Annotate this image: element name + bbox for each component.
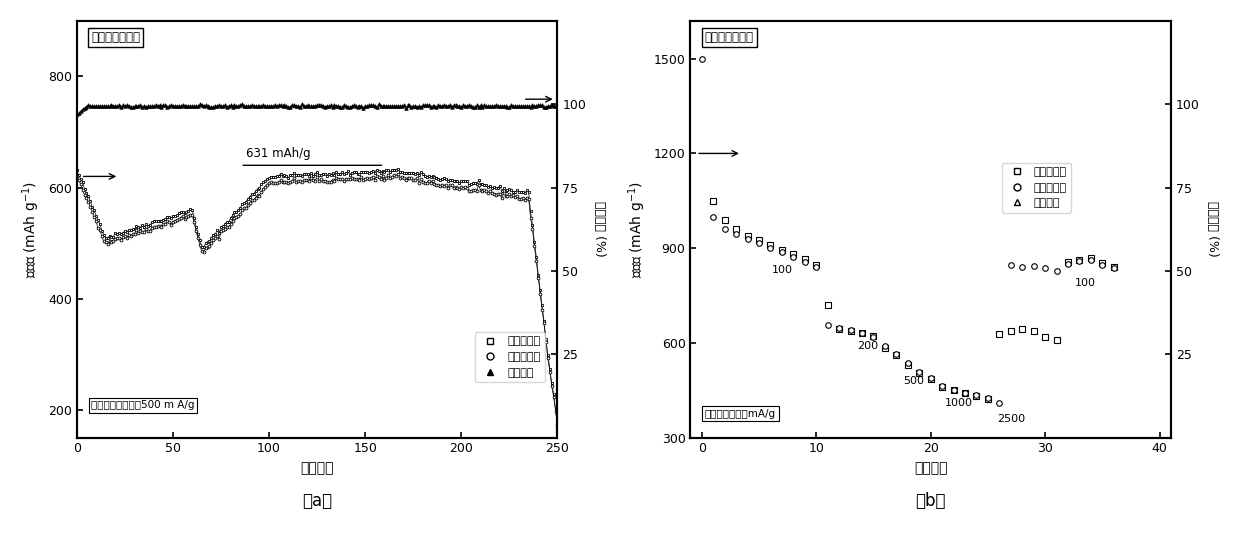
Legend: 充电比容量, 放电比容量, 库伦效率: 充电比容量, 放电比容量, 库伦效率 — [475, 332, 544, 382]
Text: 631 mAh/g: 631 mAh/g — [246, 147, 311, 160]
Text: （b）: （b） — [915, 492, 946, 510]
X-axis label: 循环圈数: 循环圈数 — [914, 461, 947, 475]
Legend: 充电比容量, 放电比容量, 库伦效率: 充电比容量, 放电比容量, 库伦效率 — [1002, 162, 1071, 213]
Y-axis label: 比容量 (mAh g$^{-1}$): 比容量 (mAh g$^{-1}$) — [21, 181, 42, 278]
Text: 测试电流密度为：500 m A/g: 测试电流密度为：500 m A/g — [92, 401, 195, 411]
X-axis label: 循环圈数: 循环圈数 — [300, 461, 334, 475]
Text: 500: 500 — [903, 376, 924, 386]
Text: 100: 100 — [1075, 278, 1096, 288]
Text: （a）: （a） — [303, 492, 332, 510]
Text: 电流密度单位为mA/g: 电流密度单位为mA/g — [704, 409, 776, 419]
Text: 2500: 2500 — [997, 414, 1024, 424]
Y-axis label: 比容量 (mAh g$^{-1}$): 比容量 (mAh g$^{-1}$) — [626, 181, 649, 278]
Text: 循环性能测试：: 循环性能测试： — [92, 31, 140, 44]
Text: 200: 200 — [857, 341, 878, 351]
Text: 倍率性能测试：: 倍率性能测试： — [704, 31, 754, 44]
Text: 1000: 1000 — [945, 398, 973, 408]
Y-axis label: 库伦效率 (%): 库伦效率 (%) — [593, 201, 605, 257]
Text: 100: 100 — [771, 265, 792, 275]
Y-axis label: 库伦效率 (%): 库伦效率 (%) — [1207, 201, 1219, 257]
